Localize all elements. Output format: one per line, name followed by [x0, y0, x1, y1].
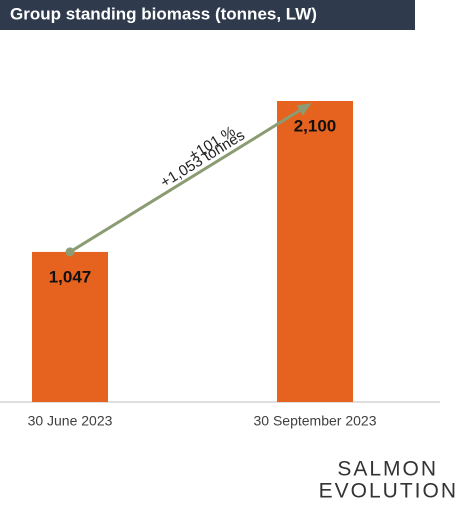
- growth-arrow: [69, 107, 304, 254]
- bar: [32, 251, 108, 402]
- x-tick-label: 30 September 2023: [254, 413, 377, 429]
- chart-title: Group standing biomass (tonnes, LW): [10, 4, 317, 23]
- logo-line-1: SALMON: [337, 458, 438, 481]
- value-label: 1,047: [49, 267, 92, 286]
- title-band: [0, 0, 415, 30]
- value-label: 2,100: [294, 116, 337, 135]
- bar: [277, 101, 353, 402]
- x-tick-label: 30 June 2023: [28, 413, 113, 429]
- annotation: +1,053 tonnes: [158, 127, 248, 192]
- arrow-start: [65, 247, 75, 257]
- logo-line-2: EVOLUTION: [319, 480, 458, 503]
- arrow-head: [296, 103, 312, 116]
